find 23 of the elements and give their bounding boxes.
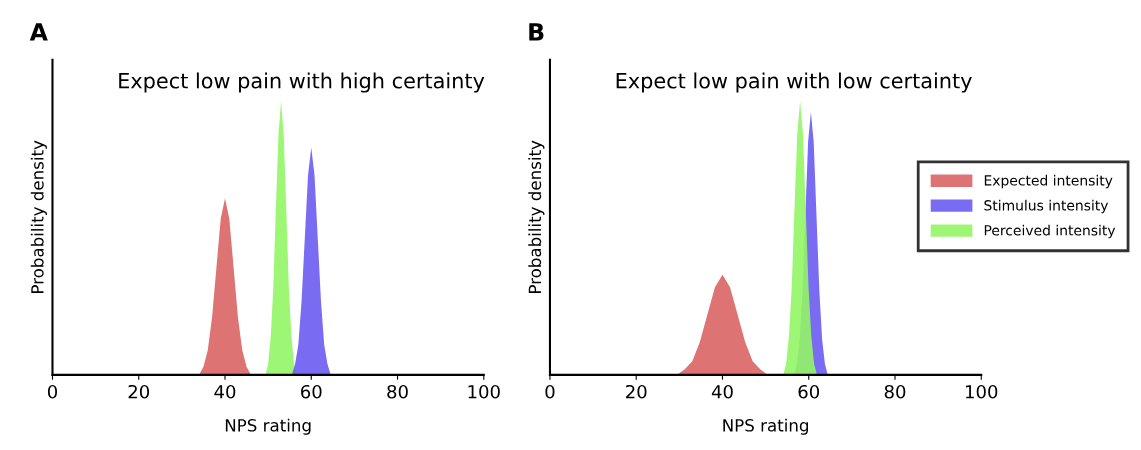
x-tick-label: 100 xyxy=(966,384,998,399)
x-tick-label: 40 xyxy=(214,384,236,399)
x-axis-title: NPS rating xyxy=(723,418,808,435)
x-tick-label: 20 xyxy=(128,384,150,399)
x-tick-label: 40 xyxy=(711,384,733,399)
x-tick-label: 0 xyxy=(47,384,58,399)
legend-label: Expected intensity xyxy=(984,174,1113,189)
x-tick-label: 80 xyxy=(884,384,906,399)
x-tick-label: 60 xyxy=(301,384,322,399)
x-tick-label: 60 xyxy=(798,384,820,399)
text: A xyxy=(29,23,48,41)
y-axis-title: Probability density xyxy=(30,140,47,293)
x-axis-title: NPS rating xyxy=(225,418,311,435)
x-tick-label: 20 xyxy=(626,384,647,399)
chart-title: Expect low pain with low certainty xyxy=(616,72,972,93)
text: B xyxy=(529,23,544,41)
x-tick-label: 80 xyxy=(387,384,408,399)
y-axis-title: Probability density xyxy=(528,140,545,293)
chart-title: Expect low pain with high certainty xyxy=(119,72,485,93)
legend-label: Perceived intensity xyxy=(984,224,1116,239)
legend-label: Stimulus intensity xyxy=(984,199,1109,214)
x-tick-label: 0 xyxy=(545,384,555,399)
x-tick-label: 100 xyxy=(468,384,500,399)
